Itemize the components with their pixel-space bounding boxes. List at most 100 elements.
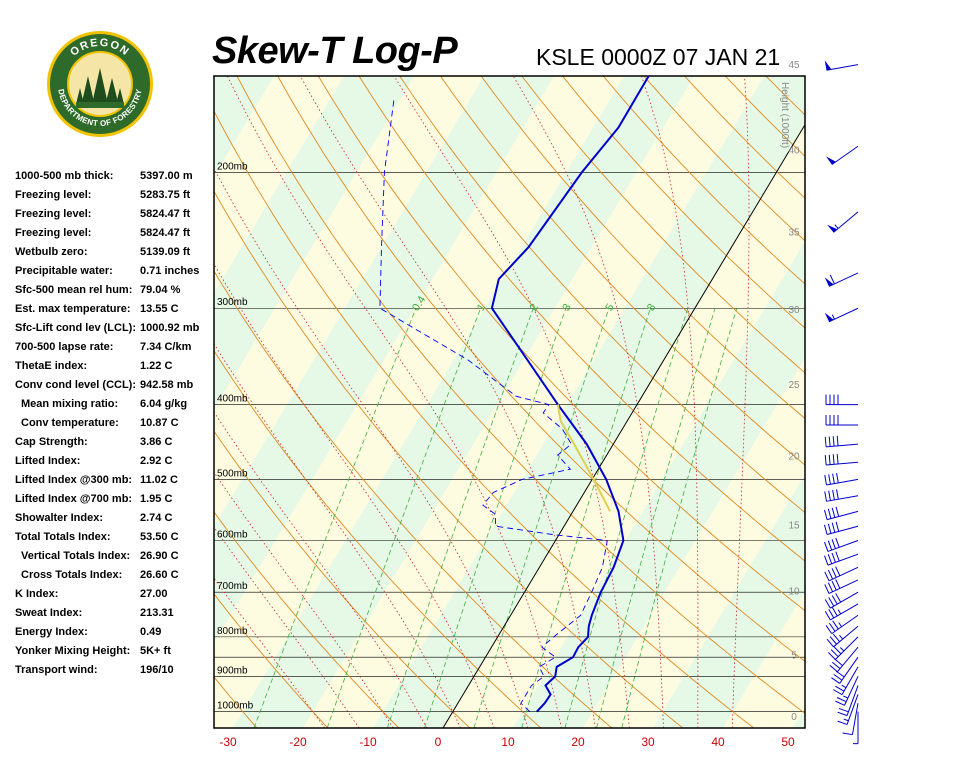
wind-barb-feather (832, 633, 840, 642)
stat-row: Sfc-Lift cond lev (LCL): 1000.92 mb (15, 322, 215, 341)
series-dewpoint-line (379, 97, 608, 713)
stat-row: 700-500 lapse rate: 7.34 C/km (15, 341, 215, 360)
wind-barb (825, 614, 859, 635)
wind-barb-half-feather (839, 634, 844, 640)
wind-barb (853, 711, 859, 745)
wind-barb-feather (837, 711, 848, 717)
stat-value: 5824.47 ft (140, 227, 191, 239)
pressure-label: 300mb (217, 297, 248, 308)
stat-row: 1000-500 mb thick: 5397.00 m (15, 170, 215, 189)
wind-barb-feather (838, 707, 849, 713)
x-tick-label: 50 (781, 735, 795, 749)
pressure-label: 800mb (217, 626, 248, 637)
stat-value: 2.92 C (140, 455, 173, 467)
stat-value: 5283.75 ft (140, 189, 191, 201)
wind-barb (835, 676, 859, 706)
wind-barb-feather (842, 732, 853, 736)
wind-barb-feather (824, 491, 827, 502)
isotherm-band (0, 76, 134, 728)
height-tick-label: 30 (788, 305, 800, 316)
stat-value: 5139.09 ft (140, 246, 191, 258)
isotherm-band (793, 707, 805, 728)
mixing-ratio-label: 5 (603, 302, 616, 314)
wind-barb (824, 489, 859, 502)
mixing-ratio-line (473, 308, 610, 728)
wind-barb-feather (835, 670, 845, 678)
wind-barb (829, 646, 859, 673)
moist-adiabat (732, 76, 750, 728)
wind-barb-half-feather (841, 684, 847, 689)
isotherm-bands (0, 76, 805, 728)
wind-barb-feather (826, 638, 834, 648)
wind-barb-feather (832, 489, 835, 501)
station-time-label: KSLE 0000Z 07 JAN 21 (536, 44, 781, 70)
wind-barb-feather (835, 593, 842, 603)
stat-label: Lifted Index @700 mb: (15, 493, 133, 505)
isotherm-band (0, 76, 64, 728)
wind-barb-staff (831, 614, 859, 635)
height-tick-label: 45 (788, 60, 800, 71)
wind-barb-flag (824, 312, 834, 322)
stat-row: Sfc-500 mean rel hum: 79.04 % (15, 284, 215, 303)
wind-barb-staff (846, 694, 859, 725)
wind-barb-feather (827, 582, 834, 593)
stat-value: 5824.47 ft (140, 208, 191, 220)
moist-adiabat (226, 76, 562, 728)
wind-barb (827, 636, 859, 660)
stat-row: Est. max temperature: 13.55 C (15, 303, 215, 322)
wind-barb-staff (826, 495, 859, 502)
x-tick-label: -10 (359, 735, 377, 749)
stat-label: Freezing level: (15, 227, 92, 239)
dry-adiabat (214, 350, 542, 728)
stat-value: 6.04 g/kg (140, 398, 188, 410)
wind-barb-feather (827, 523, 832, 534)
height-tick-label: 35 (788, 227, 800, 238)
dry-adiabat (214, 110, 755, 728)
wind-barb-half-feather (834, 224, 839, 229)
wind-barb-feather (824, 610, 831, 621)
dry-adiabat (0, 76, 186, 728)
mixing-ratio-line (253, 308, 417, 728)
stat-value: 196/10 (140, 664, 174, 676)
x-tick-label: 40 (711, 735, 725, 749)
x-tick-label: 0 (435, 735, 442, 749)
sounding-series (379, 76, 650, 713)
moist-adiabat (299, 76, 596, 728)
plot-frame (213, 75, 806, 729)
mixing-ratio-line (386, 308, 534, 728)
wind-barb-feather (835, 700, 845, 706)
stat-row: Freezing level: 5824.47 ft (15, 208, 215, 227)
stat-value: 2.74 C (140, 512, 173, 524)
mixing-ratio-label: 8 (645, 302, 658, 314)
wind-barb (826, 145, 859, 166)
sounding-indices-panel: 1000-500 mb thick: 5397.00 m Freezing leve… (15, 170, 215, 683)
wind-barb-half-feather (843, 718, 849, 722)
wind-barb-feather (825, 625, 833, 634)
wind-barb-feather (824, 455, 827, 466)
stat-row: ThetaE index: 1.22 C (15, 360, 215, 379)
stat-row: Sweat Index: 213.31 (15, 607, 215, 626)
wind-barb-staff (846, 685, 859, 716)
wind-barb-staff (826, 443, 859, 448)
stat-label: Transport wind: (15, 664, 98, 676)
wind-barb-staff (828, 272, 859, 287)
wind-barb-feather (833, 646, 842, 655)
stat-label: Cap Strength: (15, 436, 88, 448)
stat-row: Freezing level: 5283.75 ft (15, 189, 215, 208)
stat-label: Wetbulb zero: (15, 246, 88, 258)
wind-barb (824, 472, 859, 486)
wind-barb-feather (831, 552, 836, 563)
wind-barb-flag (826, 156, 836, 165)
wind-barb-feather (832, 473, 835, 484)
wind-barb-feather (831, 539, 836, 549)
wind-barb (824, 591, 859, 609)
dry-adiabat (358, 76, 805, 562)
height-tick-label: 20 (788, 452, 800, 463)
stat-value: 5397.00 m (140, 170, 193, 182)
wind-barb-staff (826, 64, 859, 71)
isotherm-band (723, 591, 805, 728)
wind-barb-half-feather (838, 622, 843, 628)
wind-barb-feather (832, 620, 839, 630)
wind-barb-feather (828, 454, 831, 465)
wind-barb-feather (836, 697, 847, 703)
